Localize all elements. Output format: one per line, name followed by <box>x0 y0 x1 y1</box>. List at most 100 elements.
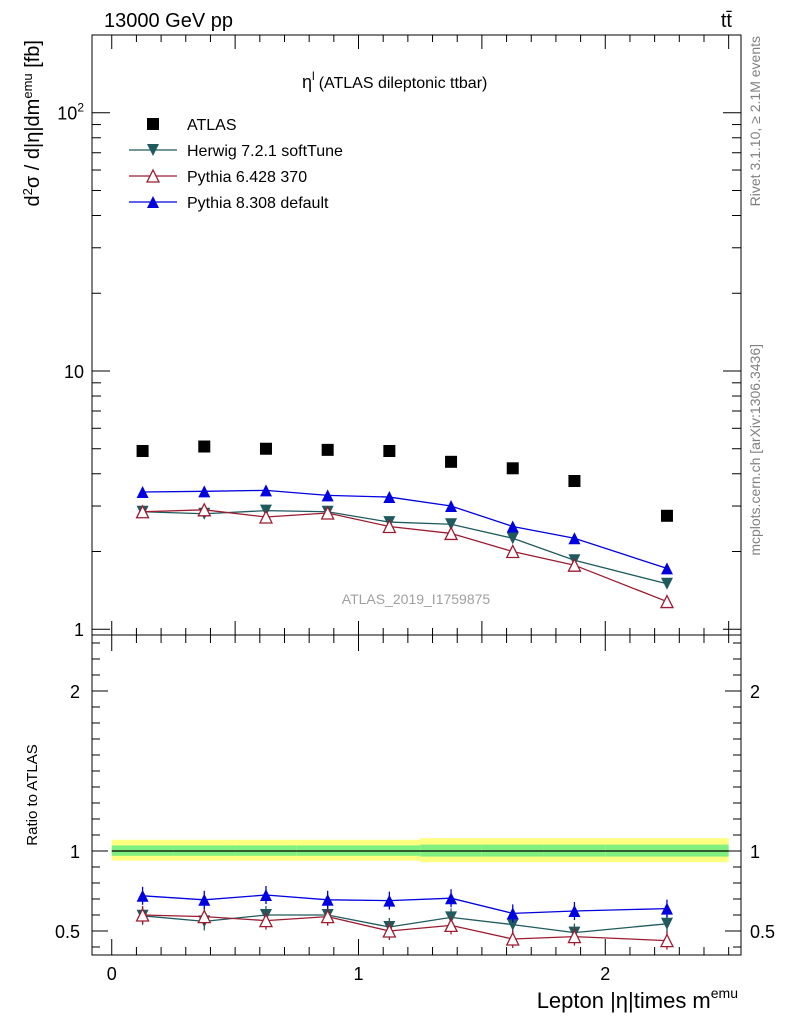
ratio-series-line <box>142 914 667 942</box>
series-line <box>142 509 668 603</box>
data-point <box>506 918 519 931</box>
data-point <box>259 484 272 497</box>
y-tick-label: 0.5 <box>55 922 80 942</box>
data-point <box>567 929 582 944</box>
data-point <box>321 443 334 456</box>
data-point <box>198 893 211 906</box>
y-tick-label: 10 <box>64 362 84 382</box>
x-axis-label-sup: emu <box>711 985 738 1001</box>
data-point <box>505 931 520 946</box>
data-point <box>198 485 211 498</box>
main-plot-panel: 1 10 102 ηl (ATLAS dileptonic ttbar) ATLAS_… <box>20 34 742 640</box>
data-point <box>445 518 458 531</box>
data-point <box>445 892 458 905</box>
data-point <box>320 505 335 520</box>
data-point <box>147 118 159 130</box>
data-point <box>659 933 675 948</box>
data-point <box>443 917 459 933</box>
data-point <box>567 557 582 572</box>
data-point <box>443 525 459 541</box>
data-point <box>568 475 581 488</box>
data-point <box>147 196 159 208</box>
ratio-plot-frame <box>91 634 742 956</box>
data-point <box>568 905 581 917</box>
data-point <box>382 923 397 938</box>
watermark-label: ATLAS_2019_I1759875 <box>342 591 491 607</box>
legend-label: ATLAS <box>187 117 237 134</box>
data-point <box>145 168 161 183</box>
data-point <box>383 894 396 907</box>
x-axis-label: Lepton |η|times memu <box>537 985 738 1013</box>
data-point <box>135 907 150 922</box>
header-collision-label: 13000 GeV pp <box>104 10 233 32</box>
data-point <box>136 485 149 498</box>
y-tick-label: 0.5 <box>750 922 775 942</box>
data-point <box>383 445 396 458</box>
data-point <box>660 577 673 590</box>
data-point <box>259 442 272 455</box>
data-point <box>660 917 673 930</box>
data-point <box>660 902 673 915</box>
series-line <box>142 509 668 585</box>
legend: ATLAS Herwig 7.2.1 softTune Pythia 6.428 3… <box>129 117 343 212</box>
data-point <box>505 544 520 559</box>
data-point <box>383 491 396 504</box>
y-tick-label: 1 <box>70 842 80 862</box>
data-point <box>660 562 673 575</box>
y-tick-label: 2 <box>70 682 80 702</box>
ratio-uncertainty-band <box>111 838 729 863</box>
data-point <box>135 504 150 519</box>
data-point <box>136 445 149 458</box>
mcplots-reference-label: mcplots.cern.ch [arXiv:1306.3436] <box>747 344 763 556</box>
data-point <box>197 909 212 924</box>
y-tick-label: 1 <box>750 842 760 862</box>
y-tick-label: 102 <box>57 101 84 124</box>
x-tick-label: 2 <box>600 964 610 984</box>
data-point <box>506 907 519 920</box>
data-point <box>568 532 581 545</box>
data-point <box>321 489 334 502</box>
data-point <box>382 519 397 534</box>
data-point <box>258 509 274 524</box>
data-point <box>198 440 211 453</box>
data-point <box>659 594 675 609</box>
x-tick-label: 1 <box>354 964 364 984</box>
data-point <box>136 889 149 902</box>
legend-label: Pythia 6.428 370 <box>187 169 307 186</box>
y-tick-label-exponent: 2 <box>77 101 84 115</box>
y-tick-label: 2 <box>750 682 760 702</box>
rivet-version-label: Rivet 3.1.10, ≥ 2.1M events <box>747 36 763 206</box>
plot-title-rest: (ATLAS dileptonic ttbar) <box>319 75 488 92</box>
data-point <box>320 909 335 924</box>
data-point <box>660 509 673 522</box>
data-point <box>506 520 519 533</box>
plot-title-main: η <box>302 72 312 92</box>
x-tick-label: 0 <box>107 964 117 984</box>
data-point <box>506 462 519 475</box>
ratio-series-line <box>142 894 667 915</box>
plot-title-sup: l <box>312 69 315 83</box>
data-point <box>147 144 159 156</box>
y-tick-label: 1 <box>74 620 84 640</box>
data-point <box>445 455 458 468</box>
data-point <box>506 532 519 545</box>
plot-title: ηl (ATLAS dileptonic ttbar) <box>302 69 487 92</box>
data-point <box>445 500 458 513</box>
x-axis-label-main: Lepton |η|times m <box>537 988 711 1013</box>
data-point <box>197 502 212 517</box>
ratio-plot-ticks: 0.5 0.5 1 1 2 2 0 1 2 <box>55 635 775 984</box>
header-process-label: tt̄ <box>721 10 733 32</box>
main-plot-series <box>135 440 675 609</box>
ratio-y-axis-label: Ratio to ATLAS <box>24 744 41 845</box>
data-point <box>321 893 334 906</box>
main-y-axis-label: d2σ / d|η|dmemu [fb] <box>20 40 44 206</box>
data-point <box>258 913 274 928</box>
main-plot-ticks: 1 10 102 <box>57 34 741 640</box>
legend-label: Herwig 7.2.1 softTune <box>187 143 343 160</box>
series-line <box>142 489 668 570</box>
data-point <box>259 889 272 901</box>
ratio-plot-series <box>135 886 675 950</box>
ratio-plot-panel: 0.5 0.5 1 1 2 2 0 1 2 Ratio to ATLAS Lepton |η|t… <box>24 634 775 1013</box>
legend-label: Pythia 8.308 default <box>187 195 329 212</box>
